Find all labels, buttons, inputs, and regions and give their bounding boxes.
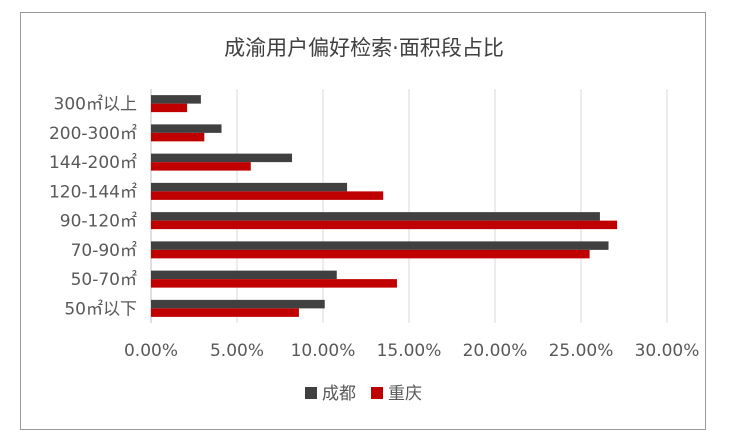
y-category-label: 90-120㎡: [60, 212, 137, 232]
y-category-label: 200-300㎡: [49, 124, 137, 144]
y-category-label: 144-200㎡: [49, 153, 137, 173]
legend: 成都 重庆: [305, 384, 422, 404]
bar-chengdu: [151, 153, 293, 163]
bar-chengdu: [151, 95, 201, 104]
bar-chengdu: [151, 212, 600, 221]
bars: [151, 95, 618, 317]
legend-swatch: [305, 387, 317, 399]
gridlines: [150, 89, 668, 323]
bar-chengdu: [151, 124, 222, 133]
legend-label: 重庆: [388, 384, 422, 404]
chart-svg: 成渝用户偏好检索·面积段占比 300㎡以上 200-300㎡ 144-200㎡ 120…: [49, 36, 699, 404]
x-tick-label: 5.00%: [210, 341, 264, 361]
legend-label: 成都: [322, 384, 356, 404]
y-category-label: 50-70㎡: [71, 270, 137, 290]
bar-chongqing: [151, 279, 397, 288]
bar-chongqing: [151, 132, 205, 142]
x-tick-label: 0.00%: [124, 341, 178, 361]
x-tick-label: 30.00%: [635, 341, 700, 361]
bar-chongqing: [151, 249, 590, 259]
y-category-label: 70-90㎡: [71, 241, 137, 261]
x-tick-label: 10.00%: [291, 341, 356, 361]
bar-chongqing: [151, 308, 299, 317]
bar-chengdu: [151, 182, 348, 192]
y-category-label: 120-144㎡: [49, 182, 137, 202]
chart-title: 成渝用户偏好检索·面积段占比: [224, 36, 504, 60]
x-axis-labels: 0.00% 5.00% 10.00% 15.00% 20.00% 25.00% 30.00%: [124, 341, 699, 361]
x-tick-label: 25.00%: [549, 341, 614, 361]
y-category-label: 50㎡以下: [64, 299, 137, 319]
bar-chongqing: [151, 191, 384, 200]
bar-chongqing: [151, 103, 188, 113]
bar-chengdu: [151, 299, 325, 309]
bar-chengdu: [151, 270, 337, 280]
y-category-label: 300㎡以上: [54, 95, 137, 115]
bar-chongqing: [151, 162, 251, 171]
x-tick-label: 20.00%: [463, 341, 528, 361]
legend-swatch: [371, 387, 383, 399]
x-tick-label: 15.00%: [377, 341, 442, 361]
chart-frame: 成渝用户偏好检索·面积段占比 300㎡以上 200-300㎡ 144-200㎡ 120…: [20, 12, 706, 430]
y-axis-labels: 300㎡以上 200-300㎡ 144-200㎡ 120-144㎡ 90-120㎡ 70-…: [49, 95, 137, 320]
bar-chengdu: [151, 241, 609, 250]
bar-chongqing: [151, 220, 618, 230]
